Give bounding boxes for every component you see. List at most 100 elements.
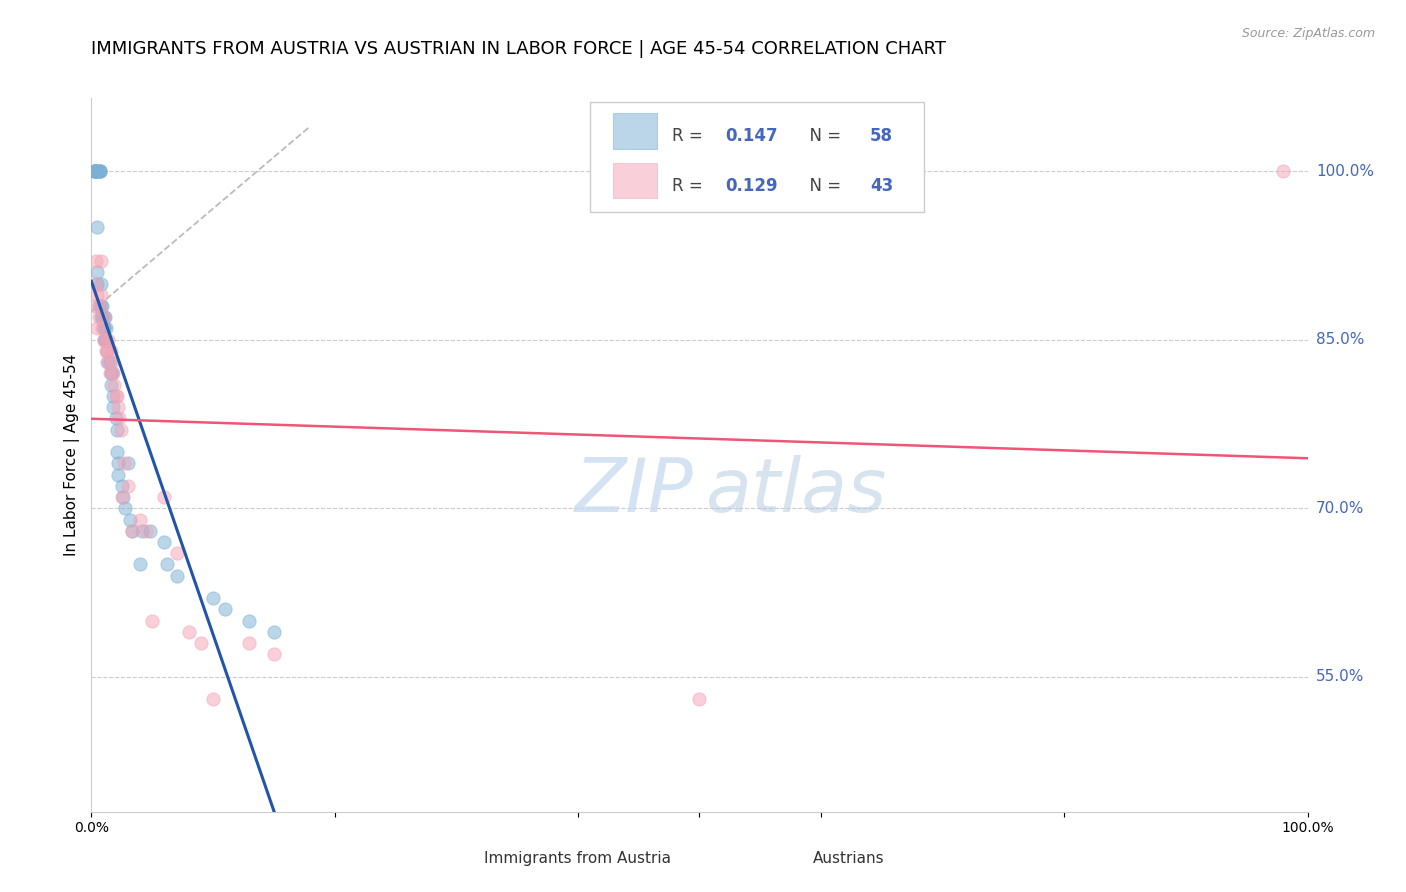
Point (96, 343, 118, 358)
Point (117, 479, 139, 493)
Point (94, 333, 117, 347)
Point (86, 287, 108, 301)
Point (93, 310, 115, 325)
FancyBboxPatch shape (591, 102, 925, 212)
Point (139, 524, 162, 538)
Point (90, 299, 112, 313)
Point (108, 411, 131, 425)
Point (91, 310, 114, 325)
Point (90, 277, 112, 291)
Text: 85.0%: 85.0% (1316, 332, 1364, 347)
Point (177, 624, 200, 639)
Point (238, 636, 260, 650)
Point (91, 321, 114, 335)
Point (87, 310, 110, 325)
Point (263, 648, 285, 662)
Point (238, 614, 260, 628)
Point (107, 467, 129, 482)
Point (202, 591, 225, 606)
Point (107, 400, 129, 414)
Point (105, 423, 128, 437)
Text: 70.0%: 70.0% (1316, 500, 1364, 516)
Point (93, 333, 115, 347)
Point (121, 524, 143, 538)
Text: R =: R = (672, 177, 707, 195)
Point (117, 456, 139, 470)
Point (105, 389, 128, 403)
Point (141, 614, 163, 628)
Text: Austrians: Austrians (813, 851, 884, 865)
Point (93, 333, 115, 347)
Point (114, 501, 136, 516)
Point (156, 558, 179, 572)
Point (97, 333, 120, 347)
Point (101, 367, 124, 381)
Point (111, 490, 134, 504)
Text: R =: R = (672, 128, 707, 145)
Point (87, 299, 110, 313)
Point (110, 423, 132, 437)
Point (153, 535, 176, 549)
Text: ZIP: ZIP (575, 455, 693, 526)
Point (263, 624, 285, 639)
Point (93, 321, 115, 335)
Point (84, 164, 107, 178)
Text: N =: N = (799, 128, 846, 145)
Text: 0.147: 0.147 (725, 128, 778, 145)
Point (129, 558, 152, 572)
Point (93, 321, 115, 335)
Point (111, 490, 134, 504)
Point (111, 479, 134, 493)
Text: 43: 43 (870, 177, 893, 195)
FancyBboxPatch shape (613, 113, 657, 149)
Point (1272, 164, 1295, 178)
Point (103, 389, 125, 403)
Point (86, 321, 108, 335)
Text: 0.129: 0.129 (725, 177, 778, 195)
Point (90, 254, 112, 268)
Point (121, 524, 143, 538)
Point (94, 333, 117, 347)
Point (84, 277, 107, 291)
Point (214, 602, 236, 616)
Point (83, 164, 105, 178)
Point (166, 546, 188, 560)
Point (93, 310, 115, 325)
Point (107, 456, 129, 470)
Point (91, 299, 114, 313)
Point (100, 367, 122, 381)
Point (84, 164, 107, 178)
Point (84, 164, 107, 178)
Text: 100.0%: 100.0% (1316, 163, 1374, 178)
Point (688, 692, 710, 706)
Point (120, 512, 142, 526)
Point (202, 692, 225, 706)
Point (90, 287, 112, 301)
Text: 55.0%: 55.0% (1316, 669, 1364, 684)
Point (86, 220, 108, 235)
Point (89, 164, 111, 178)
Point (89, 164, 111, 178)
Point (190, 636, 212, 650)
Point (84, 299, 107, 313)
Point (166, 568, 188, 582)
Point (103, 400, 125, 414)
Point (84, 164, 107, 178)
Point (89, 164, 111, 178)
Point (153, 490, 176, 504)
Point (96, 355, 118, 369)
Point (101, 355, 124, 369)
Point (84, 164, 107, 178)
Point (129, 512, 152, 526)
Point (94, 343, 117, 358)
Point (131, 524, 153, 538)
Point (94, 310, 117, 325)
Point (104, 389, 127, 403)
Point (96, 343, 118, 358)
Point (100, 343, 122, 358)
FancyBboxPatch shape (450, 845, 477, 871)
FancyBboxPatch shape (779, 845, 806, 871)
Point (98, 367, 121, 381)
Text: Source: ZipAtlas.com: Source: ZipAtlas.com (1241, 27, 1375, 40)
Text: Immigrants from Austria: Immigrants from Austria (484, 851, 671, 865)
